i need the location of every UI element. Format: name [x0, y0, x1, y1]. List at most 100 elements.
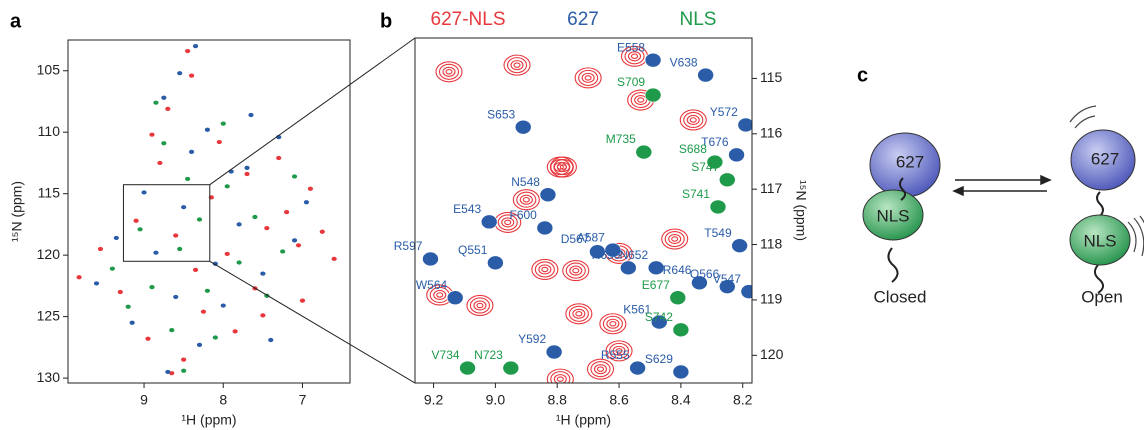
peak-label: F600	[509, 208, 537, 222]
peak	[620, 260, 637, 276]
contour-ring	[504, 219, 512, 226]
peak	[728, 147, 745, 163]
contour-ring	[562, 260, 590, 282]
contour-ring	[568, 305, 589, 322]
contour-ring	[671, 236, 679, 242]
contour-ring	[466, 294, 494, 317]
contour-ring	[575, 311, 583, 317]
peak	[185, 48, 191, 54]
peak	[220, 121, 226, 126]
plot-frame	[67, 39, 351, 384]
peak	[173, 233, 179, 238]
contour-ring	[668, 233, 682, 245]
peak-label: A587	[577, 230, 605, 244]
contour-ring	[634, 94, 648, 106]
peak	[737, 117, 752, 133]
peak	[236, 222, 242, 227]
peak-label: N723	[474, 348, 503, 362]
state-label: Closed	[874, 287, 927, 306]
peak	[192, 44, 199, 49]
contour-ring	[519, 194, 533, 205]
peak	[536, 220, 554, 236]
peak-label: N652	[619, 248, 648, 262]
peak-contour	[503, 54, 531, 76]
peak	[502, 360, 520, 376]
zoom-line	[209, 37, 416, 186]
y-tick-label: 118	[760, 235, 783, 251]
domain-nls	[1069, 214, 1131, 266]
peak-label: S709	[617, 75, 645, 89]
linker	[887, 247, 899, 283]
x-axis-title: ¹H (ppm)	[556, 412, 611, 428]
peak	[706, 154, 724, 170]
peak	[165, 106, 171, 111]
contour-ring	[550, 371, 571, 383]
contour-ring	[501, 217, 515, 228]
peak	[252, 214, 258, 220]
x-tick-label: 8.2	[733, 392, 753, 408]
peak	[480, 214, 498, 230]
zoom-line	[209, 260, 416, 384]
peak-label: V734	[432, 348, 460, 362]
peak	[220, 303, 226, 308]
contour-ring	[436, 292, 444, 298]
contour-ring	[624, 48, 645, 65]
peak	[109, 266, 115, 271]
peak	[459, 360, 476, 376]
x-tick-label: 8.4	[671, 392, 691, 408]
contour-ring	[627, 51, 642, 62]
peak	[161, 95, 167, 100]
peak	[545, 344, 563, 360]
peak	[644, 52, 662, 68]
contour-ring	[609, 320, 617, 327]
y-tick-label: 115	[760, 69, 783, 85]
contour-ring	[546, 156, 574, 178]
contour-ring	[689, 117, 697, 123]
peak-label: Q551	[458, 243, 488, 257]
peak-label: M735	[606, 132, 636, 146]
equilibrium-arrows	[952, 174, 1052, 197]
peak-contour	[605, 340, 633, 362]
peak-label: R597	[394, 239, 423, 253]
panel-label: a	[10, 10, 22, 32]
contour-ring	[590, 361, 611, 378]
peak	[181, 205, 187, 210]
peak	[181, 357, 187, 362]
peak	[284, 210, 290, 215]
legend-entry: NLS	[680, 9, 717, 30]
peak	[216, 139, 222, 145]
peak	[149, 285, 155, 290]
contour-ring	[438, 63, 460, 80]
peak-contour	[531, 258, 559, 281]
peak	[149, 132, 155, 137]
peak	[125, 304, 131, 309]
peak	[173, 294, 179, 300]
peaks	[422, 45, 752, 383]
peak	[145, 336, 151, 341]
peak	[192, 267, 199, 272]
plot-frame	[414, 37, 753, 384]
y-axis-title: ¹⁵N (ppm)	[793, 180, 809, 241]
contour-ring	[556, 164, 564, 170]
y-tick-label: 115	[38, 184, 61, 200]
contour-ring	[637, 97, 645, 103]
peak	[161, 141, 167, 146]
peak	[236, 260, 242, 265]
contour-ring	[497, 214, 518, 231]
peak	[264, 225, 270, 231]
domain-nls	[862, 189, 924, 241]
peak	[133, 218, 139, 223]
x-tick-label: 9.0	[486, 392, 506, 408]
contour-ring	[581, 72, 595, 83]
peak	[635, 144, 653, 160]
peak	[141, 190, 147, 195]
peak	[268, 337, 274, 343]
peak	[224, 184, 230, 189]
contour-ring	[512, 189, 540, 211]
peak-label: S747	[691, 160, 719, 174]
peak	[204, 288, 211, 293]
peak	[248, 112, 254, 118]
peak	[232, 329, 238, 334]
contour-ring	[503, 54, 531, 76]
